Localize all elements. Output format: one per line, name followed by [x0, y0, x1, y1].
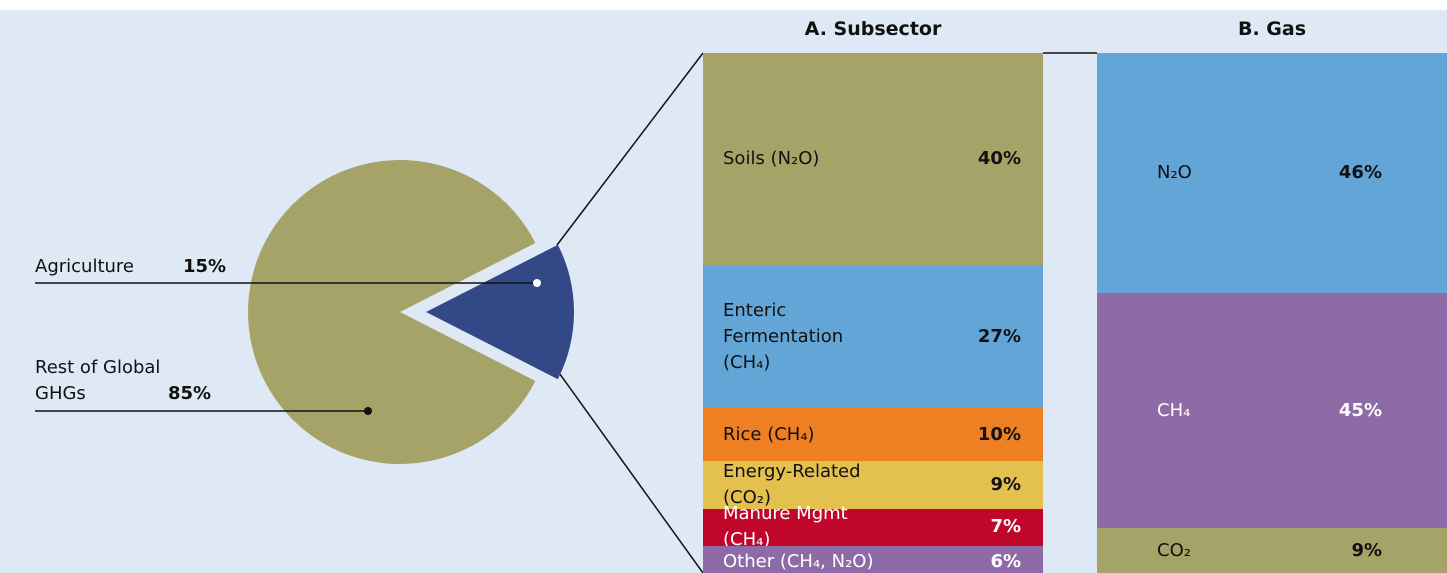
bar-segment: Other (CH₄, N₂O) 6%: [703, 545, 1043, 573]
pie-slice: [247, 160, 536, 465]
column-title: B. Gas: [1237, 18, 1307, 40]
segment-label: Other (CH₄, N₂O): [723, 550, 874, 572]
bar-segment: CO₂ 9%: [1097, 528, 1447, 573]
segment-value-label: 40%: [977, 148, 1021, 169]
bar-segment: Energy-Related (CO₂) 9%: [703, 461, 1043, 509]
segment-label: Rice (CH₄): [723, 423, 815, 445]
bar-segment: CH₄ 45%: [1097, 293, 1447, 528]
zoom-line: [556, 52, 704, 246]
segment-value-label: 9%: [990, 473, 1021, 495]
bar-segment: Soils (N₂O) 40%: [703, 53, 1043, 265]
segment-value-label: 7%: [990, 516, 1021, 538]
segment-label: N₂O: [1157, 162, 1192, 184]
bar-segment: N₂O 46%: [1097, 53, 1447, 294]
bar-segment: Manure Mgmt (CH₄) 7%: [703, 503, 1043, 550]
pie: [247, 160, 574, 465]
leader-dot: [364, 407, 372, 415]
segment-value-label: 6%: [990, 550, 1021, 572]
segment-label: Enteric Fermentation (CH₄): [723, 299, 844, 373]
stacked-bar: N₂O 46% CH₄ 45% CO₂ 9%: [1097, 53, 1447, 573]
pie-label: Rest of Global GHGs: [35, 357, 161, 404]
segment-label: CO₂: [1157, 540, 1191, 562]
segment-label: CH₄: [1157, 399, 1191, 421]
segment-label: Soils (N₂O): [723, 148, 820, 169]
bar-segment: Enteric Fermentation (CH₄) 27%: [703, 265, 1043, 409]
leader-dot: [533, 279, 541, 287]
stacked-bar: Soils (N₂O) 40% Enteric Fermentation (CH₄)…: [703, 53, 1043, 573]
pie-value-label: 15%: [183, 256, 227, 277]
zoom-line: [556, 369, 704, 573]
segment-value-label: 10%: [977, 423, 1021, 445]
segment-value-label: 27%: [977, 325, 1021, 347]
pie-slice: [426, 244, 574, 380]
segment-value-label: 9%: [1351, 540, 1382, 562]
segment-label: Manure Mgmt (CH₄): [723, 503, 848, 551]
segment-value-label: 45%: [1338, 399, 1382, 421]
bar-segment: Rice (CH₄) 10%: [703, 408, 1043, 462]
segment-value-label: 46%: [1338, 162, 1382, 184]
column-title: A. Subsector: [804, 18, 942, 40]
pie-value-label: 85%: [168, 383, 212, 404]
segment-label: Energy-Related (CO₂): [723, 460, 861, 508]
pie-label: Agriculture: [35, 256, 134, 277]
